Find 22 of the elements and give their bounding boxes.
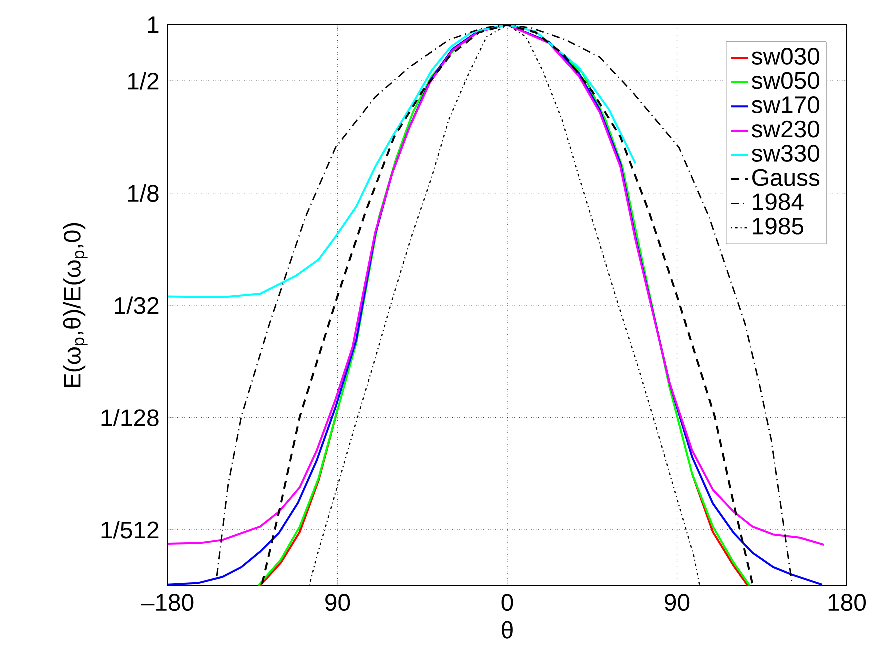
y-tick-label: 1/32 (115, 296, 159, 314)
y-tick-label: 1 (148, 16, 159, 34)
legend-label: 1984 (753, 194, 804, 211)
x-tick-label: –180 (141, 594, 194, 612)
legend-label: sw050 (752, 72, 820, 90)
x-tick-label: 180 (828, 594, 866, 612)
legend-label: sw030 (752, 48, 820, 65)
y-tick-label: 1/128 (102, 408, 159, 426)
legend-label: 1985 (753, 218, 804, 235)
x-tick-label: 90 (665, 594, 690, 612)
line-series (168, 25, 637, 298)
x-tick-label: 90 (326, 594, 350, 612)
legend-label: sw170 (752, 96, 820, 114)
x-axis-title: θ (502, 621, 513, 639)
y-axis-title: E(ω$_{p}$,θ)/E(ω$_{p}$,0) (63, 223, 88, 388)
legend-label: Gauss (752, 169, 820, 186)
y-tick-label: 1/8 (128, 184, 159, 202)
legend-label: sw230 (752, 120, 820, 138)
x-tick-label: 0 (502, 594, 514, 612)
y-tick-label: 1/512 (102, 521, 159, 539)
y-tick-label: 1/2 (128, 72, 159, 90)
legend-label: sw330 (752, 145, 820, 162)
